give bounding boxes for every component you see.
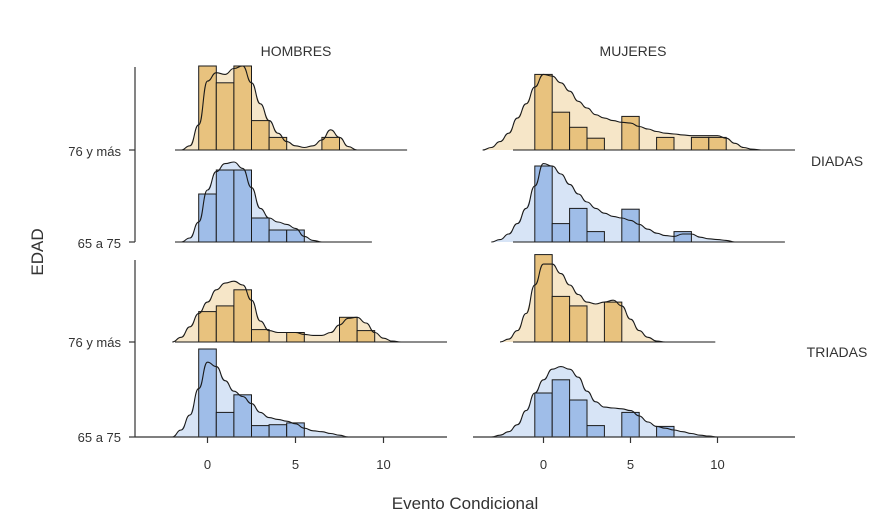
density-line	[499, 263, 666, 343]
hist-bar-3	[251, 329, 270, 343]
ridge-mujeres-diadas-65-a-75	[491, 163, 785, 243]
hist-bar-1	[215, 82, 235, 151]
strip-label-diadas: DIADAS	[811, 153, 863, 169]
x-tick-label-mujeres-10: 10	[710, 457, 724, 472]
hist-bar-1	[551, 111, 571, 151]
hist-bar-8	[673, 231, 692, 243]
hist-bar-1	[215, 305, 235, 343]
y-tick-label-triadas-65: 65 a 75	[78, 430, 121, 445]
hist-bar-3	[586, 425, 605, 438]
hist-bar-9	[690, 136, 710, 151]
hist-bar-1	[215, 169, 235, 243]
hist-bar-7	[321, 136, 340, 151]
y-tick-label-diadas-76: 76 y más	[68, 144, 121, 159]
hist-bar-1	[551, 295, 571, 343]
hist-bar-2	[569, 207, 588, 243]
strip-label-mujeres: MUJERES	[600, 43, 667, 59]
strip-label-hombres: HOMBRES	[261, 43, 332, 59]
hist-bar-4	[268, 424, 288, 438]
frame-layer	[129, 67, 795, 443]
density-line	[172, 280, 402, 343]
hist-bar-5	[286, 422, 305, 438]
panel-mujeres-triadas	[491, 254, 768, 438]
hist-bar-5	[286, 229, 305, 243]
ridge-mujeres-triadas-65-a-75	[491, 366, 768, 438]
hist-bar-1	[551, 223, 571, 243]
x-axis-title: Evento Condicional	[392, 494, 538, 513]
ridge-mujeres-diadas-76-y-m-s	[482, 73, 795, 151]
density-line	[181, 161, 322, 243]
ridge-hombres-triadas-76-y-m-s	[172, 280, 447, 343]
x-tick-label-hombres-5: 5	[292, 457, 299, 472]
hist-bar-5	[621, 115, 640, 151]
ridge-mujeres-triadas-76-y-m-s	[499, 254, 716, 343]
hist-bar-10	[708, 136, 727, 151]
panels-layer	[172, 65, 795, 438]
x-tick-label-mujeres-5: 5	[627, 457, 634, 472]
ridge-hombres-triadas-65-a-75	[172, 348, 399, 438]
hist-bar-2	[569, 305, 588, 343]
hist-bar-9	[356, 330, 376, 343]
hist-bar-5	[621, 208, 640, 243]
density-line	[482, 73, 762, 151]
hist-bar-0	[198, 65, 217, 151]
density-line	[491, 366, 718, 438]
hist-bar-3	[586, 231, 605, 243]
density-line	[172, 361, 349, 438]
hist-bar-4	[268, 229, 288, 243]
density-line	[181, 65, 358, 151]
hist-bar-2	[233, 169, 252, 243]
density-line	[491, 163, 735, 243]
hist-bar-2	[569, 126, 588, 151]
hist-bar-5	[621, 411, 640, 438]
hist-bar-2	[569, 399, 588, 438]
x-tick-label-mujeres-0: 0	[540, 457, 547, 472]
hist-bar-1	[215, 411, 235, 438]
density-area	[491, 163, 735, 242]
hist-bar-4	[603, 301, 623, 343]
hist-bar-0	[534, 165, 553, 243]
panel-hombres-diadas	[175, 65, 408, 243]
hist-bar-0	[534, 392, 553, 438]
hist-bar-1	[551, 379, 571, 438]
y-tick-label-triadas-76: 76 y más	[68, 335, 121, 350]
strip-label-triadas: TRIADAS	[807, 344, 868, 360]
hist-bar-3	[251, 425, 270, 438]
hist-bar-0	[534, 254, 553, 343]
hist-bar-0	[534, 73, 553, 151]
ridge-hombres-diadas-76-y-m-s	[175, 65, 408, 151]
x-tick-label-hombres-0: 0	[204, 457, 211, 472]
y-tick-label-diadas-65: 65 a 75	[78, 236, 121, 251]
y-axis-title: EDAD	[28, 228, 47, 275]
hist-bar-2	[233, 394, 252, 438]
labels-layer: HOMBRES MUJERES DIADAS TRIADAS 76 y más …	[28, 43, 867, 513]
hist-bar-3	[251, 120, 270, 151]
x-tick-label-hombres-10: 10	[376, 457, 390, 472]
panel-hombres-triadas	[172, 280, 447, 438]
hist-bar-3	[586, 137, 605, 151]
ridge-hombres-diadas-65-a-75	[175, 161, 372, 243]
hist-bar-3	[251, 217, 270, 243]
hist-bar-8	[339, 316, 358, 343]
panel-mujeres-diadas	[482, 73, 795, 243]
hist-bar-7	[656, 136, 675, 151]
hist-bar-0	[198, 311, 217, 343]
